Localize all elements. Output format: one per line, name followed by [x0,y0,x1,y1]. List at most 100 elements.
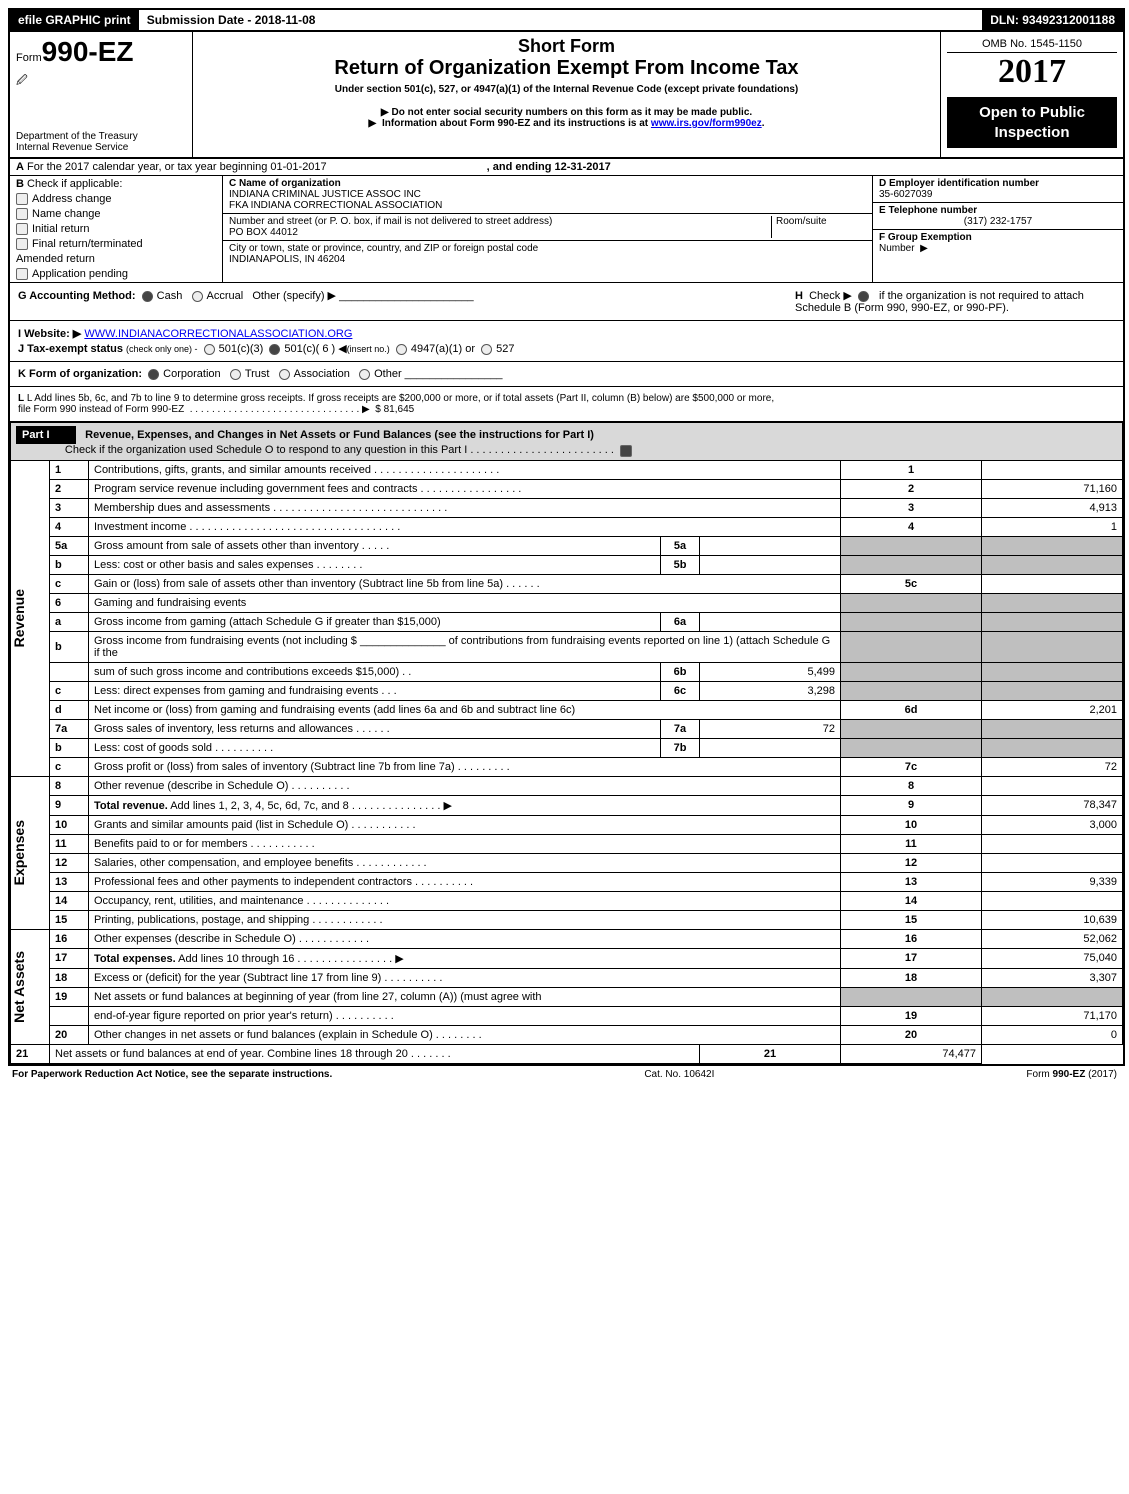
check-h-schedule-b[interactable] [858,291,869,302]
footer-form-num: 990-EZ [1053,1069,1086,1080]
col-b-checks: B Check if applicable: Address change Na… [10,176,223,282]
a-ending: , and ending 12-31-2017 [487,161,611,173]
g-cash-label: Cash [157,290,183,302]
radio-trust[interactable] [230,369,241,380]
line-desc: Gross income from gaming (attach Schedul… [89,612,661,631]
g-other-label: Other (specify) ▶ [252,290,336,302]
right-line-value: 71,160 [982,479,1123,498]
e-phone-value: (317) 232-1757 [879,216,1117,227]
org-name-2: FKA INDIANA CORRECTIONAL ASSOCIATION [229,200,866,211]
line-row: dNet income or (loss) from gaming and fu… [11,700,1123,719]
mid-line-value [700,555,841,574]
line-desc: Gross amount from sale of assets other t… [89,536,661,555]
l-text2: file Form 990 instead of Form 990-EZ [18,404,184,415]
j-527-label: 527 [496,343,514,355]
open-to-public: Open to Public Inspection [947,97,1117,148]
right-line-number: 12 [841,853,982,872]
line-desc: Membership dues and assessments . . . . … [89,498,841,517]
check-application-pending[interactable] [16,268,28,280]
main-title: Return of Organization Exempt From Incom… [199,57,934,80]
under-section: Under section 501(c), 527, or 4947(a)(1)… [199,84,934,95]
right-line-value: 3,307 [982,968,1123,987]
line-number: 2 [50,479,89,498]
right-val-shaded [982,631,1123,662]
right-line-number: 18 [841,968,982,987]
radio-other-org[interactable] [359,369,370,380]
right-line-number: 13 [841,872,982,891]
line-row: 20Other changes in net assets or fund ba… [11,1025,1123,1044]
check-final-return-label: Final return/terminated [32,238,143,250]
g-label: G Accounting Method: [18,290,136,302]
submission-date: Submission Date - 2018-11-08 [139,10,983,30]
line-desc: Net income or (loss) from gaming and fun… [89,700,841,719]
line-number: b [50,555,89,574]
l-text1: L Add lines 5b, 6c, and 7b to line 9 to … [27,393,774,404]
e-phone-label: E Telephone number [879,205,977,216]
mid-line-number: 7b [661,738,700,757]
line-row: 18Excess or (deficit) for the year (Subt… [11,968,1123,987]
line-number: 4 [50,517,89,536]
a-text: For the 2017 calendar year, or tax year … [27,161,327,173]
right-line-number: 8 [841,776,982,795]
check-schedule-o[interactable] [620,445,632,457]
mid-line-value [700,536,841,555]
line-row: 11Benefits paid to or for members . . . … [11,834,1123,853]
check-final-return[interactable] [16,238,28,250]
check-initial-return[interactable] [16,223,28,235]
footer-form-year: (2017) [1085,1069,1117,1080]
line-desc: Occupancy, rent, utilities, and maintena… [89,891,841,910]
radio-527[interactable] [481,344,492,355]
line-desc: Gain or (loss) from sale of assets other… [89,574,841,593]
right-line-value: 52,062 [982,929,1123,948]
short-form-title: Short Form [199,36,934,57]
line-row: Revenue1Contributions, gifts, grants, an… [11,460,1123,479]
line-desc: Net assets or fund balances at end of ye… [50,1044,700,1063]
right-line-value: 4,913 [982,498,1123,517]
check-address-change[interactable] [16,193,28,205]
j-label: J Tax-exempt status [18,343,123,355]
open-public-line2: Inspection [951,123,1113,143]
radio-cash[interactable] [142,291,153,302]
part1-heading: Revenue, Expenses, and Changes in Net As… [85,429,594,441]
part1-header-row: Part I Revenue, Expenses, and Changes in… [11,423,1123,460]
radio-4947[interactable] [396,344,407,355]
efile-badge: efile GRAPHIC print [10,10,139,30]
right-line-value [982,574,1123,593]
line-number: 21 [11,1044,50,1063]
right-val-shaded [982,987,1123,1006]
website-link[interactable]: WWW.INDIANACORRECTIONALASSOCIATION.ORG [84,328,352,340]
line-desc: Gross sales of inventory, less returns a… [89,719,661,738]
line-row: bLess: cost of goods sold . . . . . . . … [11,738,1123,757]
radio-corporation[interactable] [148,369,159,380]
line-row: Expenses8Other revenue (describe in Sche… [11,776,1123,795]
radio-501c3[interactable] [204,344,215,355]
radio-accrual[interactable] [192,291,203,302]
radio-501c[interactable] [269,344,280,355]
radio-association[interactable] [279,369,290,380]
right-val-shaded [982,555,1123,574]
right-line-number: 1 [841,460,982,479]
header: Form990-EZ 🖉 Department of the Treasury … [10,32,1123,159]
footer-paperwork-notice: For Paperwork Reduction Act Notice, see … [12,1069,332,1080]
line-row: 4Investment income . . . . . . . . . . .… [11,517,1123,536]
footer-form-ref: Form 990-EZ (2017) [1026,1069,1117,1080]
line-desc: Less: cost of goods sold . . . . . . . .… [89,738,661,757]
line-number: 10 [50,815,89,834]
line-row: end-of-year figure reported on prior yea… [11,1006,1123,1025]
check-name-change[interactable] [16,208,28,220]
header-center: Short Form Return of Organization Exempt… [193,32,940,157]
right-num-shaded [841,662,982,681]
irs-link[interactable]: www.irs.gov/form990ez [651,118,762,129]
street-value: PO BOX 44012 [229,227,771,238]
line-desc: Other revenue (describe in Schedule O) .… [89,776,841,795]
irs: Internal Revenue Service [16,142,186,153]
right-line-value: 10,639 [982,910,1123,929]
line-number: 14 [50,891,89,910]
j-501c3-label: 501(c)(3) [219,343,264,355]
line-number: 11 [50,834,89,853]
line-desc: Net assets or fund balances at beginning… [89,987,841,1006]
line-number: b [50,738,89,757]
j-text: (check only one) - [126,344,198,354]
city-value: INDIANAPOLIS, IN 46204 [229,254,866,265]
right-val-shaded [982,662,1123,681]
